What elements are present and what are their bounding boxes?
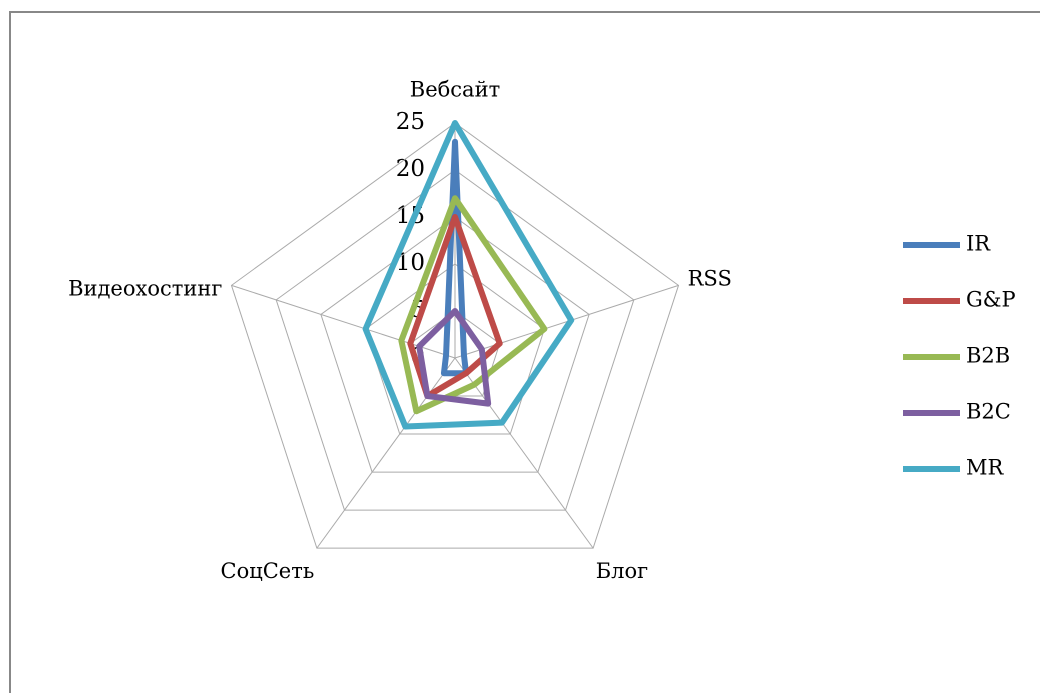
legend-label: IR (966, 232, 991, 256)
grid-ring (320, 216, 590, 473)
legend-label: B2B (966, 344, 1010, 368)
axis-spoke (316, 357, 456, 549)
series-line (407, 214, 503, 400)
legend-label: G&P (966, 288, 1016, 312)
grid-ring (275, 169, 635, 511)
r-tick-label: 25 (396, 109, 425, 135)
grid-ring (365, 263, 545, 435)
category-label: Видеохостинг (68, 276, 222, 300)
category-label: Вебсайт (410, 78, 500, 102)
r-tick-label: 20 (396, 156, 425, 182)
series-line (362, 120, 575, 430)
chart-frame (9, 11, 1040, 697)
axis-spoke (454, 357, 594, 549)
series-line (416, 308, 492, 407)
grid-ring (230, 122, 680, 549)
legend-label: B2C (966, 400, 1011, 424)
category-label: СоцСеть (221, 559, 315, 583)
legend-label: MR (966, 456, 1005, 480)
category-label: RSS (688, 266, 732, 290)
category-label: Блог (596, 559, 648, 583)
